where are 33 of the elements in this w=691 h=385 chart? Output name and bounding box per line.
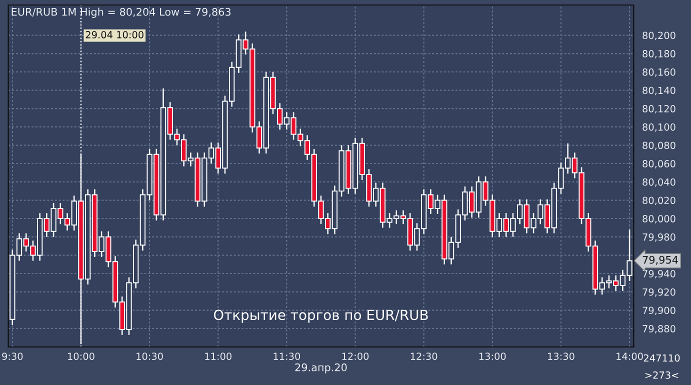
y-tick-label: 80,060 [642, 160, 676, 168]
x-tick-label: 9:30 [2, 352, 23, 360]
x-axis-title: 29.апр.20 [295, 363, 347, 374]
y-tick-label: 80,120 [642, 105, 676, 114]
x-tick-label: 12:30 [410, 352, 438, 360]
y-tick-label: 80,080 [642, 142, 676, 150]
y-tick-label: 80,040 [642, 178, 676, 187]
y-tick-label: 80,000 [642, 215, 676, 224]
y-tick-label: 79,940 [642, 270, 676, 278]
ref-line-label: 29.04 10:00 [86, 31, 144, 38]
x-tick-label: 11:00 [205, 352, 232, 360]
x-tick-label: 10:00 [68, 352, 94, 360]
chart-title: EUR/RUB 1M High = 80,204 Low = 79,863 [12, 8, 231, 18]
y-tick-label: 79,920 [642, 288, 676, 297]
x-tick-label: 11:30 [274, 352, 300, 360]
y-tick-label: 80,020 [642, 196, 676, 206]
text: >273< [645, 371, 678, 379]
y-tick-label: 80,160 [642, 68, 676, 77]
x-tick-label: 14:00 [616, 352, 643, 360]
x-tick-label: 12:00 [342, 352, 369, 360]
y-tick-label: 80,100 [642, 123, 676, 132]
y-tick-label: 79,980 [642, 233, 676, 242]
text: 247110 [644, 354, 680, 362]
y-tick-label: 80,140 [642, 86, 676, 96]
y-tick-label: 79,880 [642, 325, 676, 334]
y-tick-label: 80,200 [642, 32, 676, 40]
x-tick-label: 13:00 [479, 352, 506, 360]
x-tick-label: 10:30 [136, 352, 163, 360]
annotation: 79,954 [642, 256, 678, 265]
y-tick-label: 80,180 [642, 50, 676, 58]
y-tick-label: 79,900 [642, 306, 676, 316]
annotation: Открытие торгов по EUR/RUB [214, 310, 428, 323]
x-tick-label: 13:30 [548, 352, 574, 360]
